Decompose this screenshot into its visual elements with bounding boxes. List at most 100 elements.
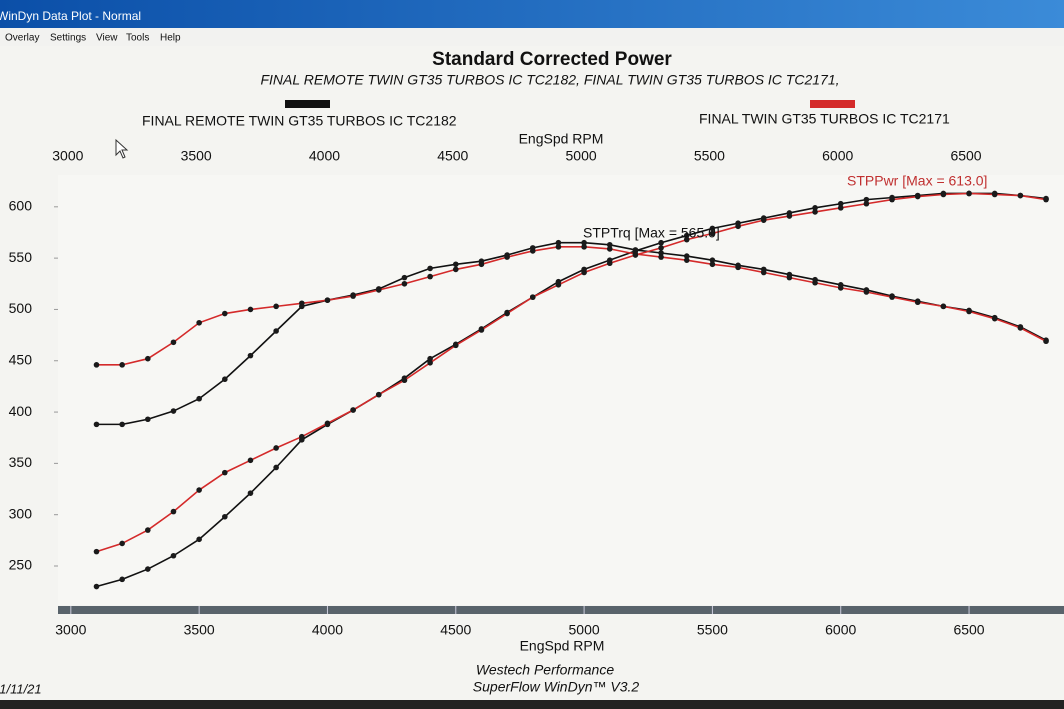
x-tick-label: 6000	[825, 622, 856, 638]
menu-item[interactable]: Help	[160, 33, 181, 44]
torque-point	[324, 297, 331, 304]
torque-point	[273, 328, 279, 334]
power-point	[247, 457, 254, 464]
power-point	[812, 209, 818, 215]
power-point	[452, 342, 459, 349]
power-point	[658, 245, 664, 251]
torque-point	[940, 303, 947, 310]
footer-date: 01/11/21	[0, 681, 42, 696]
footer-company: Westech Performance	[476, 662, 614, 678]
torque-point	[452, 261, 459, 268]
power-point	[966, 190, 972, 197]
torque-point	[683, 253, 690, 259]
torque-point	[299, 300, 305, 307]
torque-point	[709, 261, 716, 268]
torque-point	[273, 303, 279, 310]
torque-point	[1017, 325, 1024, 331]
torque-point	[658, 254, 664, 260]
power-point	[760, 217, 767, 223]
x-tick-label: 3000	[55, 622, 86, 638]
torque-point	[196, 319, 202, 326]
torque-point	[145, 355, 151, 362]
plot-area	[58, 175, 1064, 605]
footer-software: SuperFlow WinDyn™ V3.2	[473, 679, 640, 695]
torque-point	[709, 257, 716, 263]
power-point	[658, 239, 664, 246]
chart-subtitle: FINAL REMOTE TWIN GT35 TURBOS IC TC2182,…	[260, 72, 839, 88]
menu-item[interactable]: Overlay	[5, 33, 39, 44]
power-point	[683, 236, 690, 243]
torque-point	[478, 261, 485, 268]
torque-point	[222, 376, 228, 383]
power-point	[709, 225, 716, 232]
power-point	[735, 223, 741, 230]
torque-point	[427, 273, 433, 280]
power-point	[889, 196, 895, 203]
menu-item[interactable]: View	[96, 33, 118, 44]
title-bar	[0, 0, 1064, 28]
torque-point	[170, 339, 177, 346]
power-point	[581, 269, 587, 276]
menu-bar	[0, 28, 1064, 46]
power-point	[119, 540, 125, 547]
x-tick-label-top: 4500	[437, 148, 468, 164]
menu-item[interactable]: Tools	[126, 33, 149, 44]
torque-point	[581, 244, 587, 250]
torque-point	[735, 264, 741, 271]
power-point	[504, 310, 510, 317]
power-point	[170, 552, 177, 559]
power-point	[478, 327, 485, 333]
power-point	[273, 445, 279, 451]
annotation: STPPwr [Max = 613.0]	[847, 173, 987, 189]
x-axis-title: EngSpd RPM	[520, 638, 605, 654]
torque-point	[196, 395, 202, 402]
power-point	[940, 191, 947, 198]
torque-point	[93, 362, 100, 368]
menu-item[interactable]: Settings	[50, 33, 86, 44]
torque-point	[170, 408, 177, 414]
torque-line	[96, 241, 1047, 426]
power-point	[222, 513, 228, 520]
power-point	[93, 583, 100, 590]
power-point	[427, 355, 433, 362]
power-line	[96, 192, 1047, 588]
x-tick-label-top: 5500	[694, 148, 725, 164]
torque-point	[119, 421, 125, 428]
torque-point	[350, 293, 356, 299]
power-point	[170, 508, 177, 515]
x-tick-label: 5000	[569, 622, 600, 638]
y-tick-label: 550	[9, 249, 33, 265]
x-tick-label-top: 3500	[181, 148, 212, 164]
power-point	[93, 548, 100, 555]
torque-point	[683, 257, 690, 263]
power-point	[196, 536, 202, 543]
torque-point	[812, 279, 818, 286]
power-point	[606, 260, 613, 267]
power-point	[837, 205, 844, 211]
torque-point	[606, 246, 613, 252]
screen-bezel	[0, 700, 1064, 709]
power-point	[401, 377, 408, 384]
legend-label: FINAL TWIN GT35 TURBOS IC TC2171	[699, 111, 950, 127]
torque-point	[555, 239, 562, 246]
y-tick-label: 300	[9, 505, 33, 521]
x-axis-bar	[58, 606, 1064, 614]
y-tick-label: 500	[9, 300, 33, 316]
torque-point	[222, 310, 228, 317]
x-tick-label: 4000	[312, 622, 343, 638]
power-point	[863, 200, 870, 207]
torque-point	[658, 250, 664, 256]
torque-point	[247, 352, 254, 359]
x-tick-label-top: 6000	[822, 148, 853, 164]
torque-point	[401, 280, 408, 287]
power-point	[273, 464, 279, 471]
torque-point	[93, 421, 100, 428]
y-tick-label: 450	[9, 351, 33, 367]
x-axis-title-top: EngSpd RPM	[519, 131, 604, 147]
power-point	[375, 391, 382, 398]
torque-point	[606, 241, 613, 248]
x-tick-label-top: 6500	[950, 148, 981, 164]
power-point	[222, 469, 228, 476]
y-tick-label: 600	[9, 198, 33, 214]
power-point	[555, 282, 562, 288]
